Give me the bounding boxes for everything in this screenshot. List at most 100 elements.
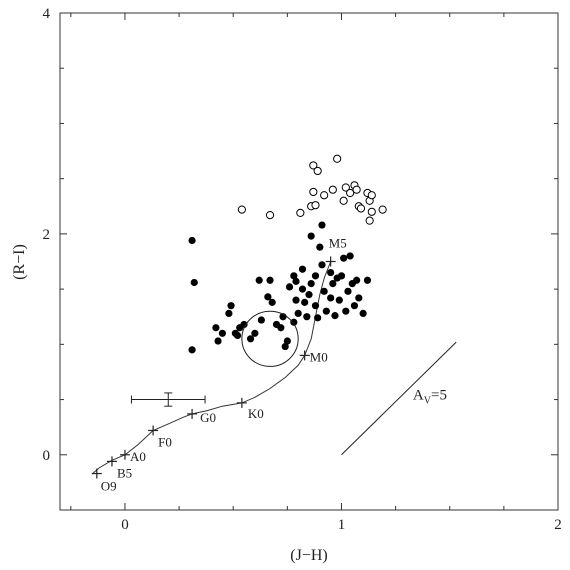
open-point xyxy=(311,201,320,210)
x-tick-label: 0 xyxy=(121,517,129,533)
filled-point xyxy=(246,335,255,343)
filled-point xyxy=(327,294,335,302)
open-point xyxy=(341,183,350,192)
open-point xyxy=(365,216,374,225)
y-tick-label: 4 xyxy=(43,6,51,22)
filled-point xyxy=(212,324,220,332)
filled-point xyxy=(214,337,222,345)
filled-point xyxy=(320,287,328,295)
filled-point xyxy=(292,296,300,304)
spectral-label: F0 xyxy=(158,434,172,449)
filled-point xyxy=(285,283,294,291)
tick-labels: 0 1 2 0 2 4 xyxy=(43,6,562,533)
open-point xyxy=(339,196,348,205)
filled-point xyxy=(307,279,315,288)
open-point xyxy=(356,204,366,213)
open-point xyxy=(346,188,355,198)
spectral-label: G0 xyxy=(200,410,216,425)
open-point xyxy=(328,185,337,194)
filled-point xyxy=(268,298,276,306)
filled-point xyxy=(346,252,354,260)
region-ellipse xyxy=(241,310,299,367)
spectral-label: M5 xyxy=(329,236,347,251)
extinction-vector xyxy=(341,341,457,456)
x-tick-label: 1 xyxy=(338,517,346,533)
filled-point xyxy=(342,307,350,315)
open-point xyxy=(313,166,322,176)
filled-point xyxy=(350,302,359,310)
open-point xyxy=(309,187,318,197)
filled-point xyxy=(225,309,233,318)
filled-point xyxy=(335,296,343,304)
filled-point xyxy=(290,272,298,280)
filled-point xyxy=(264,293,272,301)
filled-point xyxy=(307,232,315,240)
spectral-label: B5 xyxy=(117,465,132,480)
filled-point xyxy=(298,285,307,293)
open-point xyxy=(265,211,275,220)
points-layer xyxy=(188,154,387,354)
y-axis-label: (R−I) xyxy=(11,244,28,280)
filled-point xyxy=(255,276,263,284)
filled-point xyxy=(290,318,298,326)
filled-point xyxy=(240,320,248,329)
filled-point xyxy=(311,272,320,280)
tick-marks xyxy=(60,12,559,511)
filled-point xyxy=(251,329,259,337)
spectral-label: K0 xyxy=(248,406,264,421)
open-point xyxy=(296,208,305,218)
filled-point xyxy=(355,294,363,302)
filled-point xyxy=(316,243,324,251)
open-point xyxy=(367,207,376,216)
y-tick-label: 0 xyxy=(43,448,51,464)
filled-point xyxy=(318,221,326,229)
filled-point xyxy=(257,316,265,324)
open-point xyxy=(367,191,376,200)
filled-point xyxy=(292,277,300,285)
extinction-label-main: A xyxy=(413,388,424,404)
spectral-label: M0 xyxy=(310,349,328,364)
filled-point xyxy=(344,287,352,295)
filled-point xyxy=(331,312,339,320)
filled-point xyxy=(266,276,274,284)
filled-point xyxy=(301,298,309,306)
x-tick-label: 2 xyxy=(554,517,562,533)
filled-point xyxy=(277,324,285,332)
open-point xyxy=(237,205,246,214)
filled-point xyxy=(327,268,335,277)
filled-point xyxy=(337,272,346,280)
filled-point xyxy=(188,236,196,245)
filled-point xyxy=(281,342,289,351)
extinction-label-rest: =5 xyxy=(431,388,447,404)
x-axis-label: (J−H) xyxy=(290,547,327,564)
filled-point xyxy=(283,337,291,345)
filled-point xyxy=(318,261,326,269)
sequence-curve xyxy=(92,261,332,474)
open-point xyxy=(309,161,318,170)
extinction-label-sub: V xyxy=(424,396,432,407)
filled-point xyxy=(311,302,320,310)
plot-frame xyxy=(59,12,559,511)
filled-point xyxy=(188,346,196,354)
filled-point xyxy=(363,276,372,284)
filled-point xyxy=(329,279,337,288)
open-point xyxy=(352,185,361,194)
filled-point xyxy=(303,313,311,321)
spectral-label: O9 xyxy=(101,479,117,494)
filled-point xyxy=(353,276,361,284)
filled-point xyxy=(314,314,322,322)
filled-point xyxy=(340,254,348,262)
annotation-layer: AV=5 xyxy=(130,310,457,456)
filled-point xyxy=(227,302,235,310)
open-point xyxy=(333,154,342,163)
extinction-label: AV=5 xyxy=(413,388,447,407)
filled-point xyxy=(359,309,367,318)
filled-point xyxy=(305,291,313,299)
spectral-label: A0 xyxy=(130,449,146,464)
filled-point xyxy=(233,331,242,340)
open-point xyxy=(378,205,387,214)
filled-point xyxy=(190,278,198,287)
filled-point xyxy=(298,265,307,273)
